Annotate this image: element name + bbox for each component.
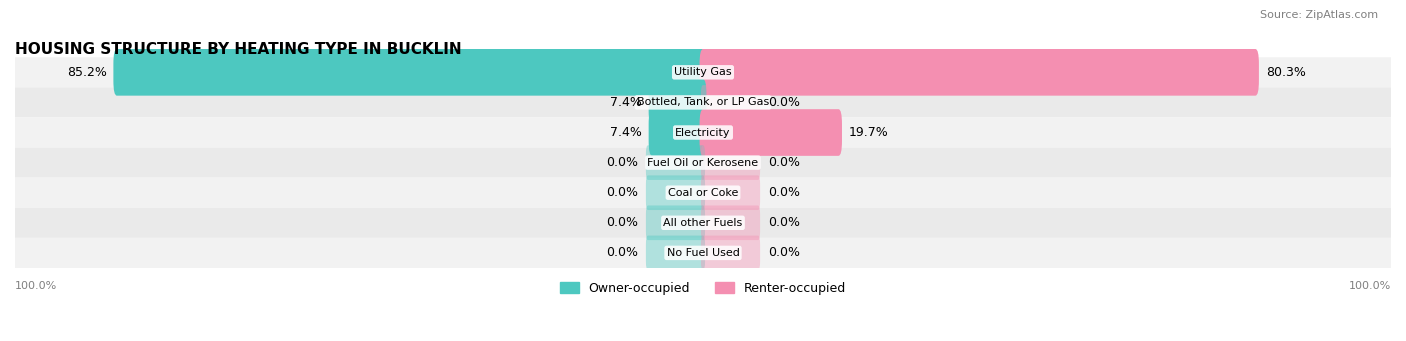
Text: 85.2%: 85.2%: [66, 66, 107, 79]
Text: 0.0%: 0.0%: [606, 156, 638, 169]
Text: Electricity: Electricity: [675, 128, 731, 137]
Text: 80.3%: 80.3%: [1265, 66, 1306, 79]
Text: Utility Gas: Utility Gas: [675, 67, 731, 77]
FancyBboxPatch shape: [702, 236, 761, 270]
Text: No Fuel Used: No Fuel Used: [666, 248, 740, 258]
Text: All other Fuels: All other Fuels: [664, 218, 742, 228]
FancyBboxPatch shape: [702, 85, 761, 120]
FancyBboxPatch shape: [700, 49, 1258, 95]
Text: 0.0%: 0.0%: [768, 156, 800, 169]
FancyBboxPatch shape: [645, 145, 704, 180]
Legend: Owner-occupied, Renter-occupied: Owner-occupied, Renter-occupied: [555, 277, 851, 300]
FancyBboxPatch shape: [702, 206, 761, 240]
Text: Source: ZipAtlas.com: Source: ZipAtlas.com: [1260, 10, 1378, 20]
Text: 0.0%: 0.0%: [606, 186, 638, 199]
Text: 0.0%: 0.0%: [768, 216, 800, 229]
FancyBboxPatch shape: [645, 206, 704, 240]
Text: Coal or Coke: Coal or Coke: [668, 188, 738, 198]
Text: 7.4%: 7.4%: [610, 96, 641, 109]
Text: 0.0%: 0.0%: [768, 96, 800, 109]
Text: 7.4%: 7.4%: [610, 126, 641, 139]
FancyBboxPatch shape: [15, 208, 1391, 238]
FancyBboxPatch shape: [645, 175, 704, 210]
Text: Fuel Oil or Kerosene: Fuel Oil or Kerosene: [647, 158, 759, 168]
Text: 0.0%: 0.0%: [606, 216, 638, 229]
Text: 0.0%: 0.0%: [606, 247, 638, 260]
FancyBboxPatch shape: [648, 109, 706, 156]
FancyBboxPatch shape: [15, 148, 1391, 178]
Text: 100.0%: 100.0%: [1348, 281, 1391, 292]
FancyBboxPatch shape: [15, 57, 1391, 87]
FancyBboxPatch shape: [645, 236, 704, 270]
FancyBboxPatch shape: [15, 87, 1391, 117]
Text: HOUSING STRUCTURE BY HEATING TYPE IN BUCKLIN: HOUSING STRUCTURE BY HEATING TYPE IN BUC…: [15, 42, 461, 57]
FancyBboxPatch shape: [648, 79, 706, 126]
Text: 0.0%: 0.0%: [768, 186, 800, 199]
Text: 0.0%: 0.0%: [768, 247, 800, 260]
FancyBboxPatch shape: [15, 238, 1391, 268]
FancyBboxPatch shape: [700, 109, 842, 156]
FancyBboxPatch shape: [114, 49, 706, 95]
FancyBboxPatch shape: [702, 175, 761, 210]
FancyBboxPatch shape: [702, 145, 761, 180]
FancyBboxPatch shape: [15, 178, 1391, 208]
Text: Bottled, Tank, or LP Gas: Bottled, Tank, or LP Gas: [637, 98, 769, 107]
Text: 19.7%: 19.7%: [849, 126, 889, 139]
FancyBboxPatch shape: [15, 117, 1391, 148]
Text: 100.0%: 100.0%: [15, 281, 58, 292]
